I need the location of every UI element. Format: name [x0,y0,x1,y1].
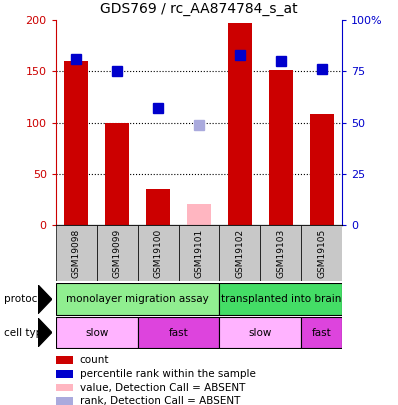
Bar [219,225,260,281]
Bar [56,284,219,315]
Text: fast: fast [312,328,332,337]
Text: GSM19100: GSM19100 [154,228,162,278]
Text: protocol: protocol [4,294,47,304]
Text: slow: slow [249,328,272,337]
Bar [138,317,219,348]
Bar [269,70,293,225]
Text: percentile rank within the sample: percentile rank within the sample [80,369,256,379]
Bar [228,23,252,225]
Bar [219,284,342,315]
Bar [179,225,219,281]
Text: GSM19099: GSM19099 [113,228,122,278]
Bar [56,356,73,364]
Text: GSM19102: GSM19102 [236,228,244,278]
Bar [56,317,138,348]
Bar [260,225,301,281]
Polygon shape [38,285,52,314]
Bar [56,397,73,405]
Bar [138,225,179,281]
Text: GSM19098: GSM19098 [72,228,81,278]
Text: count: count [80,355,109,365]
Text: transplanted into brain: transplanted into brain [220,294,341,304]
Bar [56,384,73,391]
Bar [56,370,73,377]
Text: rank, Detection Call = ABSENT: rank, Detection Call = ABSENT [80,396,240,405]
Bar [146,189,170,225]
Text: cell type: cell type [4,328,49,337]
Bar [64,61,88,225]
Polygon shape [38,318,52,347]
Text: GSM19101: GSM19101 [195,228,203,278]
Bar [310,114,334,225]
Bar [219,317,301,348]
Title: GDS769 / rc_AA874784_s_at: GDS769 / rc_AA874784_s_at [100,2,298,17]
Text: slow: slow [85,328,108,337]
Bar [105,122,129,225]
Text: GSM19105: GSM19105 [317,228,326,278]
Text: fast: fast [169,328,188,337]
Text: value, Detection Call = ABSENT: value, Detection Call = ABSENT [80,382,245,392]
Text: monolayer migration assay: monolayer migration assay [66,294,209,304]
Bar [56,225,97,281]
Text: GSM19103: GSM19103 [276,228,285,278]
Bar [187,204,211,225]
Bar [97,225,138,281]
Bar [301,225,342,281]
Bar [301,317,342,348]
